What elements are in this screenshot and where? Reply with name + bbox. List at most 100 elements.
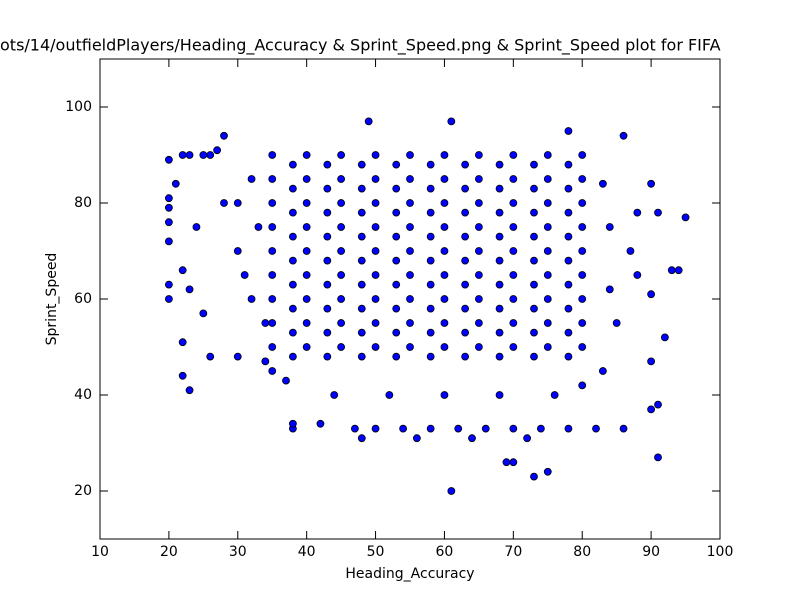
point [474,199,483,207]
point [426,328,435,337]
x-tick-label: 90 [642,544,660,560]
point [399,424,408,433]
point [509,271,518,279]
point [406,175,414,183]
point [337,319,346,327]
point [681,213,690,222]
point [578,151,587,159]
point [633,271,642,279]
point [564,280,573,289]
point [288,232,297,241]
point [268,319,277,327]
point [392,328,401,337]
point [509,343,518,351]
point [302,223,311,231]
y-tick-label: 80 [74,195,92,211]
point [592,424,600,433]
point [647,290,656,299]
x-tick-label: 20 [160,544,178,560]
point [288,352,297,361]
point [543,295,552,303]
point [392,232,401,241]
point [426,256,435,265]
point [447,487,456,495]
point [288,160,297,169]
point [564,304,573,313]
point [268,295,277,303]
x-tick-label: 40 [298,544,316,560]
x-tick-label: 30 [229,544,247,560]
point [164,194,173,203]
point [185,285,194,294]
point [440,295,449,303]
x-tick-label: 60 [436,544,454,560]
point [302,175,311,183]
point [647,179,656,188]
point [406,271,414,279]
point [192,223,201,231]
point [371,319,380,327]
point [578,223,587,231]
point [371,271,380,279]
point [447,117,456,126]
point [337,175,346,183]
point [323,256,332,265]
point [495,304,504,313]
point [426,160,435,169]
point [392,160,401,169]
point [323,352,332,361]
point [509,319,518,327]
point [323,232,332,241]
chart-title: ots/14/outfieldPlayers/Heading_Accuracy … [0,36,721,56]
point [288,419,297,428]
point [461,160,470,169]
point [564,424,573,433]
point [240,271,249,279]
point [619,131,628,140]
point [268,271,277,279]
point [247,295,256,303]
point [647,357,656,366]
point [337,247,346,255]
point [530,472,538,481]
point [288,304,297,313]
point [426,208,435,217]
point [667,266,676,275]
point [543,343,552,351]
point [564,184,573,193]
point [323,160,332,169]
point [509,247,518,255]
point [385,391,394,399]
point [530,352,538,361]
point [233,352,242,361]
point [406,199,414,207]
point [674,266,683,275]
point [598,367,607,375]
point [530,328,538,337]
point [461,232,470,241]
point [495,160,504,169]
point [392,304,401,313]
point [357,256,366,265]
point [495,184,504,193]
point [199,309,208,318]
point [206,352,215,361]
point [426,280,435,289]
point [164,295,173,303]
point [578,247,587,255]
point [564,256,573,265]
point [323,328,332,337]
point [619,424,628,433]
point [371,343,380,351]
point [178,371,187,380]
point [247,175,256,183]
point [578,319,587,327]
point [543,151,552,159]
point [440,175,449,183]
point [268,151,277,159]
point [261,319,270,327]
point [509,151,518,159]
point [530,160,538,169]
